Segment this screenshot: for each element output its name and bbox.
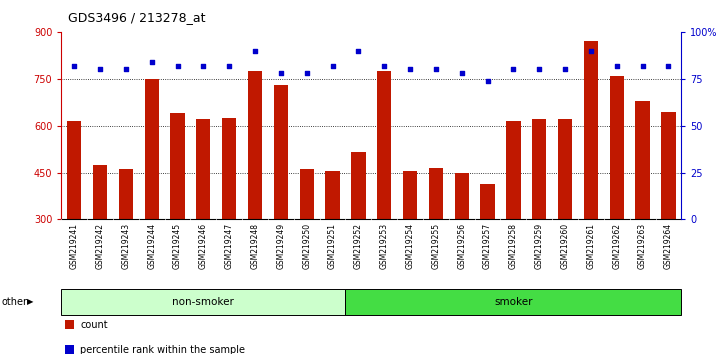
Text: GSM219243: GSM219243: [121, 223, 131, 269]
Point: [559, 67, 571, 72]
Bar: [429, 168, 443, 219]
Point: [404, 67, 416, 72]
Text: GSM219255: GSM219255: [431, 223, 441, 269]
Point: [637, 63, 648, 68]
Point: [430, 67, 442, 72]
Text: GDS3496 / 213278_at: GDS3496 / 213278_at: [68, 11, 206, 24]
Bar: [325, 171, 340, 219]
Point: [611, 63, 622, 68]
Text: GSM219248: GSM219248: [251, 223, 260, 269]
Text: GSM219261: GSM219261: [586, 223, 596, 269]
Bar: [377, 71, 392, 219]
FancyBboxPatch shape: [61, 289, 345, 315]
Text: percentile rank within the sample: percentile rank within the sample: [80, 344, 245, 354]
Bar: [351, 152, 366, 219]
Point: [249, 48, 261, 53]
Point: [68, 63, 80, 68]
Point: [663, 63, 674, 68]
Point: [275, 70, 287, 76]
Point: [172, 63, 183, 68]
Text: GSM219256: GSM219256: [457, 223, 466, 269]
Text: smoker: smoker: [494, 297, 533, 307]
Point: [327, 63, 338, 68]
Text: GSM219260: GSM219260: [561, 223, 570, 269]
Bar: [67, 121, 81, 219]
Point: [198, 63, 209, 68]
Text: count: count: [80, 320, 107, 330]
Text: GSM219253: GSM219253: [380, 223, 389, 269]
Bar: [455, 172, 469, 219]
Bar: [93, 165, 107, 219]
Bar: [222, 118, 236, 219]
Bar: [584, 41, 598, 219]
Text: GSM219263: GSM219263: [638, 223, 647, 269]
Point: [585, 48, 597, 53]
Point: [353, 48, 364, 53]
Bar: [403, 171, 417, 219]
Text: GSM219242: GSM219242: [96, 223, 105, 269]
Point: [379, 63, 390, 68]
Bar: [300, 170, 314, 219]
Text: GSM219241: GSM219241: [70, 223, 79, 269]
Text: GSM219257: GSM219257: [483, 223, 492, 269]
Point: [120, 67, 132, 72]
Text: GSM219262: GSM219262: [612, 223, 622, 269]
Text: GSM219264: GSM219264: [664, 223, 673, 269]
Point: [482, 78, 493, 84]
Point: [301, 70, 312, 76]
Bar: [506, 121, 521, 219]
Bar: [248, 71, 262, 219]
Bar: [610, 76, 624, 219]
Text: GSM219254: GSM219254: [406, 223, 415, 269]
Point: [146, 59, 157, 65]
Text: ▶: ▶: [27, 297, 34, 306]
Point: [534, 67, 545, 72]
Text: GSM219252: GSM219252: [354, 223, 363, 269]
Text: non-smoker: non-smoker: [172, 297, 234, 307]
Bar: [170, 113, 185, 219]
FancyBboxPatch shape: [345, 289, 681, 315]
Text: GSM219250: GSM219250: [302, 223, 311, 269]
Bar: [119, 170, 133, 219]
Text: GSM219249: GSM219249: [276, 223, 286, 269]
Bar: [196, 119, 211, 219]
Text: GSM219259: GSM219259: [535, 223, 544, 269]
Bar: [661, 112, 676, 219]
Point: [94, 67, 106, 72]
Point: [224, 63, 235, 68]
Point: [508, 67, 519, 72]
Text: GSM219258: GSM219258: [509, 223, 518, 269]
Bar: [532, 119, 547, 219]
Point: [456, 70, 467, 76]
Text: GSM219246: GSM219246: [199, 223, 208, 269]
Bar: [635, 101, 650, 219]
Bar: [145, 79, 159, 219]
Bar: [480, 183, 495, 219]
Bar: [558, 119, 572, 219]
Text: GSM219247: GSM219247: [225, 223, 234, 269]
Text: other: other: [1, 297, 27, 307]
Text: GSM219245: GSM219245: [173, 223, 182, 269]
Text: GSM219251: GSM219251: [328, 223, 337, 269]
Bar: [274, 85, 288, 219]
Text: GSM219244: GSM219244: [147, 223, 156, 269]
